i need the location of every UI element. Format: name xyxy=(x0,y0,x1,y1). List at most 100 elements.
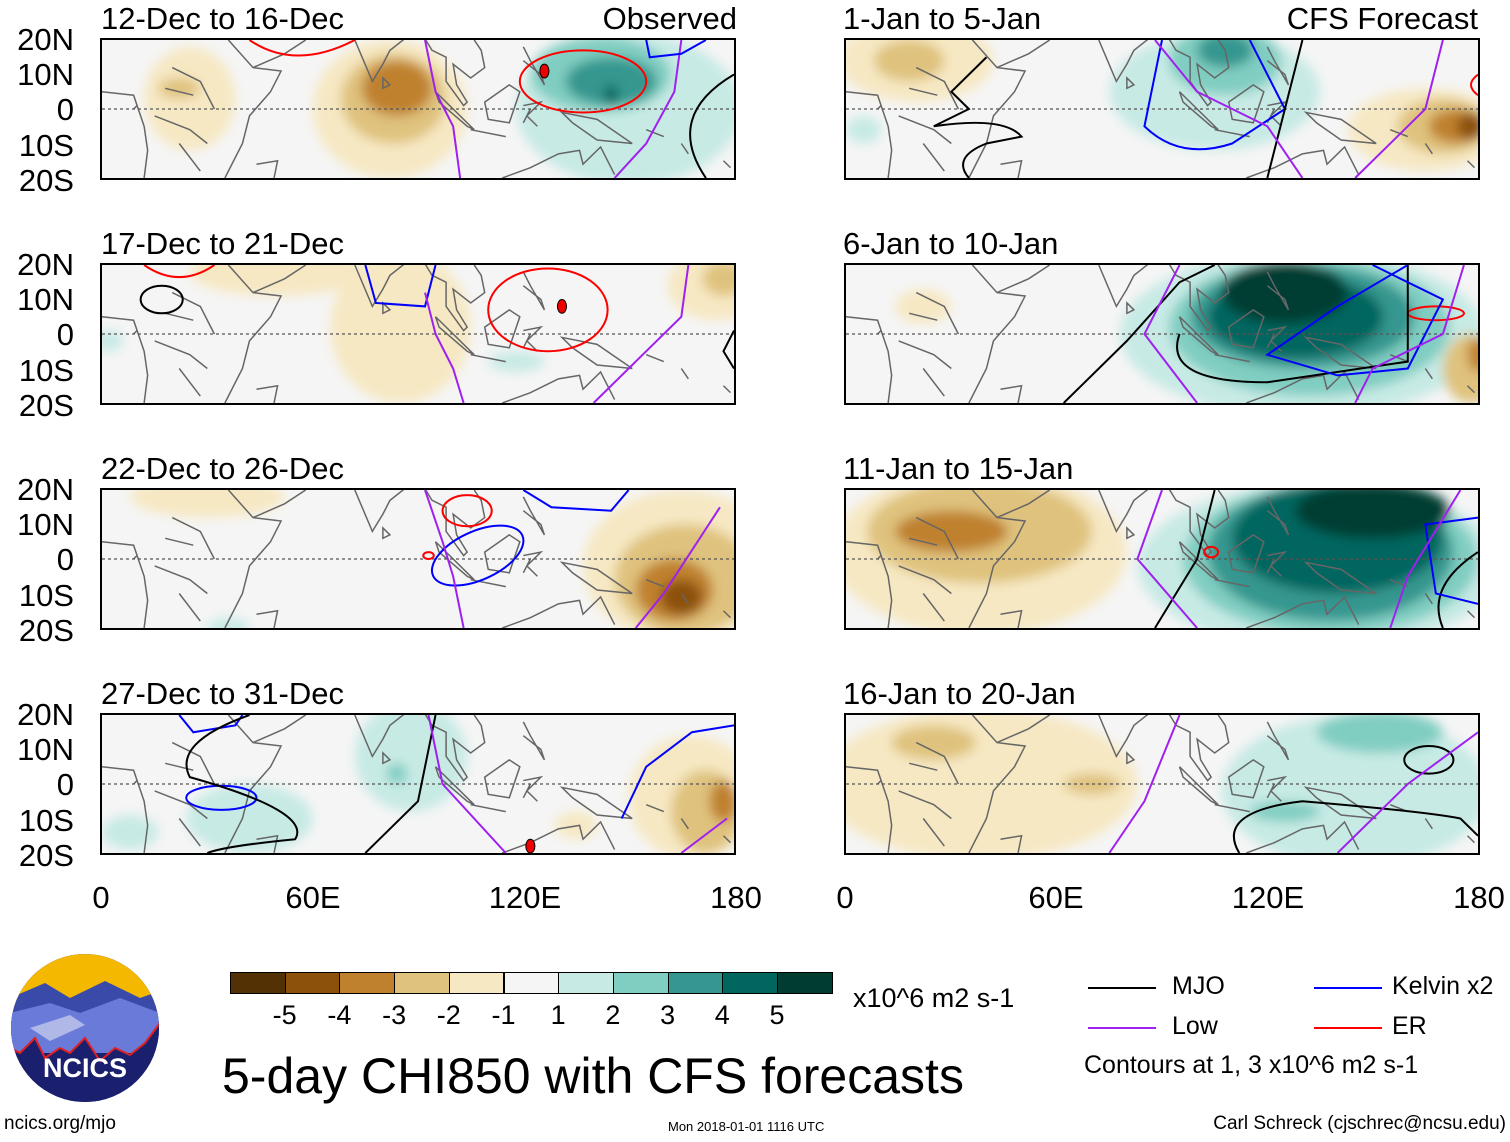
map-panel-fcst-3 xyxy=(844,488,1480,630)
kelvin-contour xyxy=(365,265,435,306)
anomaly-area xyxy=(144,46,236,151)
cyclone-icon xyxy=(526,839,535,853)
lat-tick: 20S xyxy=(18,613,74,648)
er-contour xyxy=(249,40,354,56)
legend-label: Low xyxy=(1172,1012,1218,1040)
kelvin-contour xyxy=(622,725,734,818)
panel-title-fcst-3: 11-Jan to 15-Jan xyxy=(843,451,1074,486)
kelvin-contour xyxy=(523,490,628,511)
anomaly-area xyxy=(361,60,433,116)
legend-line-mjo xyxy=(1088,987,1156,989)
panel-title-obs-4: 27-Dec to 31-Dec xyxy=(101,676,344,711)
low-contour xyxy=(594,265,689,403)
er-contour xyxy=(1204,547,1218,557)
lat-tick: 20S xyxy=(18,163,74,198)
lat-tick: 10N xyxy=(17,507,74,542)
mjo-contour xyxy=(141,286,183,314)
cyclone-icon xyxy=(540,64,549,78)
lon-tick: 180 xyxy=(1453,880,1505,915)
legend-label: ER xyxy=(1392,1012,1427,1040)
low-contour xyxy=(636,507,720,628)
logo-text: NCICS xyxy=(43,1053,127,1083)
low-contour xyxy=(425,40,460,178)
low-contour xyxy=(1137,490,1197,628)
colorbar-units: x10^6 m2 s-1 xyxy=(853,983,1015,1013)
low-contour xyxy=(1390,490,1460,628)
mjo-contour xyxy=(690,75,734,179)
map-panel-obs-2 xyxy=(100,263,736,405)
low-contour xyxy=(429,715,506,853)
lon-tick: 180 xyxy=(710,880,762,915)
mjo-contour xyxy=(365,715,435,853)
contour-note: Contours at 1, 3 x10^6 m2 s-1 xyxy=(1084,1051,1419,1079)
panel-title-fcst-4: 16-Jan to 20-Jan xyxy=(843,676,1076,711)
colorbar-swatch xyxy=(230,972,286,994)
er-contour xyxy=(520,50,646,112)
mjo-contour xyxy=(1404,746,1453,774)
colorbar-label: 4 xyxy=(714,1000,730,1030)
mjo-contour xyxy=(1267,40,1302,178)
lon-tick: 120E xyxy=(488,880,562,915)
anomaly-area xyxy=(604,84,619,106)
lon-tick: 60E xyxy=(285,880,341,915)
kelvin-contour xyxy=(1425,518,1478,604)
low-contour xyxy=(1155,40,1302,178)
legend-label: Kelvin x2 xyxy=(1392,972,1494,1000)
footer-author: Carl Schreck (cjschrec@ncsu.edu) xyxy=(1213,1113,1506,1134)
cyclone-icon xyxy=(557,300,566,314)
low-contour xyxy=(1355,40,1443,178)
low-contour xyxy=(615,40,682,178)
map-panel-fcst-4 xyxy=(844,713,1480,855)
lon-tick: 0 xyxy=(836,880,854,915)
kelvin-contour xyxy=(179,715,242,732)
kelvin-contour xyxy=(1144,40,1284,149)
mjo-contour xyxy=(1177,265,1408,382)
lat-tick: 10N xyxy=(17,732,74,767)
legend-line-low xyxy=(1088,1027,1156,1029)
colorbar-swatch xyxy=(394,972,450,994)
colorbar-label: 3 xyxy=(660,1000,676,1030)
kelvin-contour xyxy=(1267,265,1443,375)
lat-tick: 20N xyxy=(17,697,74,732)
colorbar-swatch xyxy=(667,972,724,994)
colorbar-label: 2 xyxy=(605,1000,621,1030)
footer-url[interactable]: ncics.org/mjo xyxy=(4,1113,116,1134)
lat-tick: 20N xyxy=(17,472,74,507)
colorbar-swatch xyxy=(284,972,341,994)
mjo-contour xyxy=(1155,490,1215,628)
colorbar-label: -2 xyxy=(436,1000,461,1030)
lat-tick: 0 xyxy=(56,317,74,352)
lon-tick: 60E xyxy=(1028,880,1084,915)
lon-tick: 0 xyxy=(92,880,110,915)
er-contour xyxy=(423,552,434,559)
lat-tick: 10N xyxy=(17,282,74,317)
mjo-contour xyxy=(723,331,734,369)
lat-tick: 10N xyxy=(17,57,74,92)
lat-tick: 10S xyxy=(18,803,74,838)
mjo-contour xyxy=(934,57,1022,178)
lat-tick: 10S xyxy=(18,353,74,388)
legend-label: MJO xyxy=(1172,972,1225,1000)
lat-tick: 10S xyxy=(18,128,74,163)
kelvin-contour xyxy=(646,40,706,57)
lat-tick: 10S xyxy=(18,578,74,613)
map-panel-obs-4 xyxy=(100,713,736,855)
legend-line-kelvin xyxy=(1314,987,1382,989)
ncics-logo: NCICS xyxy=(11,954,159,1102)
low-contour xyxy=(425,293,464,403)
lat-tick: 0 xyxy=(56,542,74,577)
legend-line-er xyxy=(1314,1027,1382,1029)
low-contour xyxy=(1355,265,1464,403)
colorbar-swatch xyxy=(558,972,614,994)
panel-title-fcst-1: 1-Jan to 5-Jan xyxy=(843,1,1042,36)
mjo-contour xyxy=(1234,801,1478,853)
low-contour xyxy=(425,490,464,628)
mjo-contour xyxy=(1064,265,1215,403)
forecast-label: CFS Forecast xyxy=(1286,1,1478,36)
colorbar-label: 1 xyxy=(550,1000,566,1030)
map-panel-obs-3 xyxy=(100,488,736,630)
colorbar-swatch xyxy=(339,972,396,994)
panel-title-obs-3: 22-Dec to 26-Dec xyxy=(101,451,344,486)
low-contour xyxy=(681,819,727,854)
